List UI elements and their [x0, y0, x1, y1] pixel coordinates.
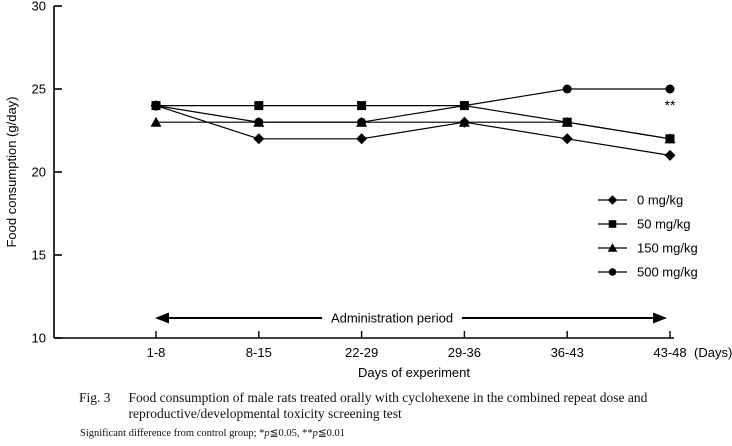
series-line-150-mg-kg — [156, 121, 671, 140]
caption-text: Food consumption of male rats treated or… — [129, 390, 648, 422]
arrow-head-right-icon — [653, 312, 667, 324]
y-axis-title: Food consumption (g/day) — [4, 96, 19, 247]
legend-marker-triangle — [607, 243, 618, 252]
figure-caption: Fig. 3 Food consumption of male rats tre… — [79, 390, 659, 422]
marker-square — [459, 101, 469, 111]
marker-triangle — [150, 116, 162, 127]
significance-stars: ** — [665, 97, 676, 113]
x-tick-label: 29-36 — [448, 345, 481, 360]
marker-circle — [254, 117, 264, 127]
marker-diamond — [356, 133, 368, 145]
series-line-0-mg-kg — [155, 105, 671, 156]
y-axis: 10 15 20 25 30 — [32, 0, 62, 346]
caption-line-1: Food consumption of male rats treated or… — [128, 390, 648, 405]
y-tick-label: 10 — [32, 331, 46, 346]
series-lines — [155, 88, 671, 156]
y-tick-label: 15 — [32, 248, 46, 263]
legend-marker-circle — [608, 268, 617, 276]
footnote-part: ≦0.05, ** — [269, 428, 313, 439]
y-tick-label: 30 — [32, 0, 46, 14]
legend-label: 500 mg/kg — [637, 265, 698, 280]
marker-square — [562, 117, 572, 127]
legend-label: 50 mg/kg — [637, 217, 690, 232]
axis-titles: Days of experiment Food consumption (g/da… — [4, 96, 470, 380]
administration-arrow: Administration period — [155, 311, 667, 326]
legend: 0 mg/kg 50 mg/kg 150 mg/kg 500 mg/kg — [598, 193, 698, 280]
series-line-500-mg-kg — [155, 88, 670, 123]
x-unit-label: (Days) — [694, 345, 732, 360]
x-tick-label: 8-15 — [246, 345, 272, 360]
footnote-part-p: p — [312, 428, 318, 439]
marker-square — [665, 134, 675, 144]
y-tick-label: 20 — [32, 165, 46, 180]
legend-marker-square — [608, 220, 617, 228]
legend-label: 0 mg/kg — [637, 193, 683, 208]
marker-square — [357, 101, 367, 111]
marker-circle — [357, 117, 367, 127]
figure-number-label: Fig. 3 — [79, 390, 111, 405]
x-axis: 1-8 8-15 22-29 29-36 36-43 43-48 (Days) — [54, 331, 732, 360]
legend-marker-diamond — [607, 195, 618, 205]
marker-circle — [665, 84, 675, 94]
marker-diamond — [561, 133, 573, 145]
footnote-part: Significant difference from control grou… — [80, 428, 265, 439]
marker-circle — [562, 84, 572, 94]
footnote-part: ≦0.01 — [317, 428, 346, 439]
series-markers — [150, 84, 676, 161]
x-tick-label: 36-43 — [551, 345, 584, 360]
caption-line-2: reproductive/developmental toxicity scre… — [128, 406, 402, 421]
x-tick-label: 22-29 — [345, 345, 378, 360]
arrow-head-left-icon — [155, 312, 169, 324]
footnote-part-p: p — [264, 428, 270, 439]
x-tick-label: 1-8 — [147, 345, 166, 360]
marker-diamond — [253, 133, 265, 145]
marker-diamond — [664, 149, 676, 161]
marker-square — [254, 101, 264, 111]
y-tick-label: 25 — [32, 82, 46, 97]
significance-footnote: Significant difference from control grou… — [80, 427, 345, 439]
x-tick-label: 43-48 — [653, 345, 686, 360]
x-axis-title: Days of experiment — [358, 365, 470, 380]
legend-label: 150 mg/kg — [637, 241, 698, 256]
marker-square — [151, 101, 161, 111]
chart-svg: 10 15 20 25 30 1-8 8-15 22-29 29-36 36-43 43-48 (D… — [4, 0, 732, 380]
marker-triangle — [458, 116, 470, 127]
administration-period-label: Administration period — [331, 311, 453, 326]
significance-annotation: ** — [665, 97, 676, 113]
